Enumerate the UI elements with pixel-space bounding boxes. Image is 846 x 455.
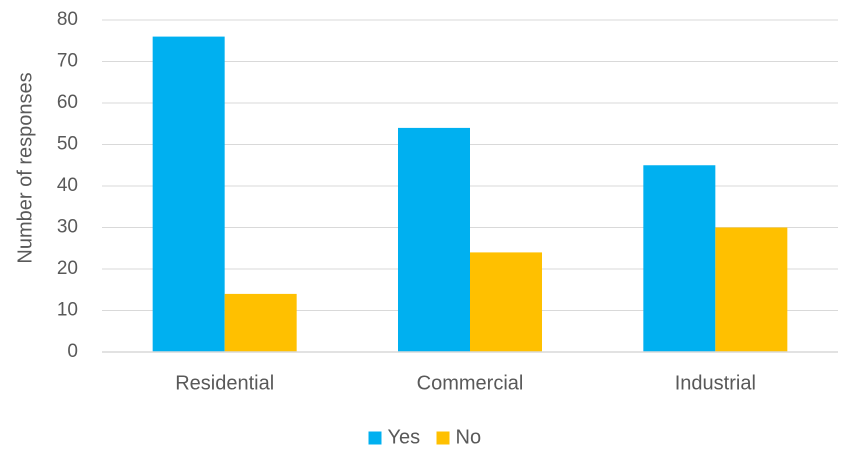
bars [152,36,788,353]
bar-yes-residential [152,36,225,352]
bar-yes-industrial [643,165,716,352]
y-axis-title: Number of responses [14,72,36,263]
x-tick-label: Commercial [417,372,524,394]
legend: Yes No [368,426,482,448]
legend-label-yes: Yes [388,426,421,448]
axes: 0 10 20 30 40 50 60 70 80 Residential Commercial In… [57,9,838,394]
y-tick-label: 0 [67,341,78,362]
x-tick-label: Industrial [675,372,756,394]
bar-no-commercial [470,252,542,352]
y-tick-label: 60 [57,92,78,113]
bar-yes-commercial [398,127,470,353]
x-tick-label: Residential [175,372,274,394]
y-tick-label: 10 [57,300,78,321]
legend-swatch-yes [368,431,382,445]
y-tick-label: 30 [57,217,78,238]
y-tick-label: 40 [57,175,78,196]
bar-no-industrial [715,227,788,352]
legend-swatch-no [436,431,450,445]
y-tick-label: 70 [57,51,78,72]
y-tick-label: 20 [57,258,78,279]
legend-label-no: No [456,426,482,448]
y-tick-label: 80 [57,9,78,30]
bar-no-residential [224,293,297,352]
y-tick-label: 50 [57,134,78,155]
